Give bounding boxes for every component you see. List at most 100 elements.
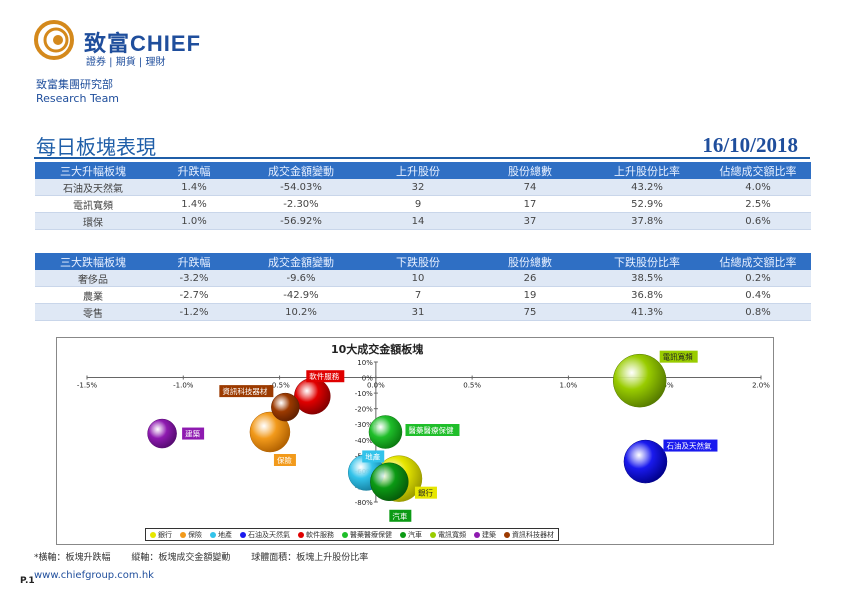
footnote-x-axis: *橫軸：板塊升跌幅 <box>34 553 111 563</box>
department-cn: 致富集團研究部 <box>36 78 113 91</box>
table-cell: 36.8% <box>589 286 705 304</box>
footnote: *橫軸：板塊升跌幅 縱軸：板塊成交金額變動 球體面積：板塊上升股份比率 <box>34 550 386 563</box>
data-label: 石油及天然氣 <box>666 441 711 451</box>
table-row: 奢侈品 -3.2% -9.6% 10 26 38.5% 0.2% <box>35 270 811 287</box>
website-link[interactable]: www.chiefgroup.com.hk <box>34 570 154 581</box>
department: 致富集團研究部 Research Team <box>36 78 119 106</box>
footnote-y-axis: 縱軸：板塊成交金額變動 <box>131 553 231 563</box>
table-cell: 1.0% <box>151 212 237 230</box>
legend-item: 建築 <box>474 530 496 540</box>
legend-item: 軟件服務 <box>298 530 334 540</box>
table-header: 成交金額變動 <box>237 253 365 270</box>
legend-item: 醫藥醫療保健 <box>342 530 392 540</box>
table-header: 下跌股份比率 <box>589 253 705 270</box>
top-losers-table: 三大跌幅板塊 升跌幅 成交金額變動 下跌股份 股份總數 下跌股份比率 佔總成交額… <box>35 253 811 321</box>
x-tick-label: -1.5% <box>77 382 98 390</box>
table-cell: 7 <box>365 286 471 304</box>
table-cell: 41.3% <box>589 303 705 321</box>
report-date: 16/10/2018 <box>702 133 798 157</box>
table-cell: 17 <box>471 195 589 213</box>
table-cell: 10 <box>365 270 471 287</box>
data-label-box <box>663 439 718 452</box>
table-header: 股份總數 <box>471 253 589 270</box>
data-label-box <box>219 385 274 398</box>
brand-tagline: 證券 | 期貨 | 理財 <box>86 57 166 68</box>
data-label: 軟件服務 <box>309 371 339 381</box>
data-label: 銀行 <box>418 488 433 498</box>
table-cell: 37.8% <box>589 212 705 230</box>
table-cell: 26 <box>471 270 589 287</box>
table-header: 成交金額變動 <box>237 162 365 179</box>
table-cell: -42.9% <box>237 286 365 304</box>
table-cell: 14 <box>365 212 471 230</box>
table-cell: 2.5% <box>705 195 811 213</box>
table-header-row: 三大升幅板塊 升跌幅 成交金額變動 上升股份 股份總數 上升股份比率 佔總成交額… <box>35 162 811 179</box>
table-header: 三大跌幅板塊 <box>35 253 151 270</box>
bubble-9 <box>147 418 177 449</box>
chart-plot: -1.5%-1.0%-0.5%0.0%0.5%1.0%1.5%2.0%10%0%… <box>77 350 770 522</box>
table-header: 佔總成交額比率 <box>705 162 811 179</box>
legend-label: 銀行 <box>158 530 172 539</box>
y-tick-label: -30% <box>355 421 373 429</box>
data-label-box <box>306 370 345 383</box>
legend-label: 電訊寬頻 <box>438 530 466 539</box>
data-label-box <box>182 427 205 440</box>
brand-name-cn: 致富 <box>84 31 131 56</box>
table-header: 下跌股份 <box>365 253 471 270</box>
data-label-box <box>273 454 296 466</box>
data-label: 電訊寬頻 <box>663 352 693 362</box>
table-header-row: 三大跌幅板塊 升跌幅 成交金額變動 下跌股份 股份總數 下跌股份比率 佔總成交額… <box>35 253 811 270</box>
table-header: 升跌幅 <box>151 253 237 270</box>
department-en: Research Team <box>36 92 120 105</box>
footnote-bubble: 球體面積：板塊上升股份比率 <box>251 553 369 563</box>
x-tick-label: 0.0% <box>367 382 385 390</box>
table-header: 佔總成交額比率 <box>705 253 811 270</box>
table-cell: 0.2% <box>705 270 811 287</box>
x-tick-label: 1.0% <box>560 382 578 390</box>
table-cell: 10.2% <box>237 303 365 321</box>
bubble-chart: 10大成交金額板塊 -1.5%-1.0%-0.5%0.0%0.5%1.0%1.5… <box>56 337 774 545</box>
data-label: 建築 <box>185 429 200 439</box>
table-cell: 農業 <box>35 286 151 304</box>
table-cell: 31 <box>365 303 471 321</box>
y-tick-label: -80% <box>355 499 373 507</box>
table-cell: 38.5% <box>589 270 705 287</box>
table-cell: 0.8% <box>705 303 811 321</box>
legend-label: 建築 <box>482 530 496 539</box>
bubble-2 <box>249 411 291 453</box>
bubble-4 <box>623 439 668 484</box>
table-header: 股份總數 <box>471 162 589 179</box>
table-cell: 52.9% <box>589 195 705 213</box>
legend-item: 銀行 <box>150 530 172 540</box>
y-tick-label: 0% <box>362 375 373 383</box>
table-cell: -3.2% <box>151 270 237 287</box>
table-cell: 奢侈品 <box>35 270 151 287</box>
bubble-6 <box>368 415 403 449</box>
table-header: 上升股份 <box>365 162 471 179</box>
legend-item: 資訊科技器材 <box>504 530 554 540</box>
page-number: P.1 <box>20 576 35 586</box>
legend-marker <box>400 531 406 538</box>
data-label-box <box>414 486 437 499</box>
table-cell: 電訊寬頻 <box>35 195 151 213</box>
y-tick-label: 10% <box>357 359 373 367</box>
table-cell: 1.4% <box>151 195 237 213</box>
bubble-5 <box>294 377 331 415</box>
table-row: 農業 -2.7% -42.9% 7 19 36.8% 0.4% <box>35 286 811 304</box>
table-header: 三大升幅板塊 <box>35 162 151 179</box>
brand-name: 致富CHIEF <box>84 26 201 58</box>
legend-marker <box>298 531 304 538</box>
table-row: 零售 -1.2% 10.2% 31 75 41.3% 0.8% <box>35 303 811 321</box>
table-cell: 0.4% <box>705 286 811 304</box>
chart-title: 10大成交金額板塊 <box>331 343 424 356</box>
x-tick-label: -0.5% <box>269 382 290 390</box>
legend-marker <box>240 531 246 538</box>
y-tick-label: -40% <box>355 437 373 445</box>
legend-marker <box>342 531 348 538</box>
data-label: 資訊科技器材 <box>222 386 267 396</box>
logo-icon <box>34 20 74 60</box>
table-cell: -2.30% <box>237 195 365 213</box>
legend-label: 保險 <box>188 530 202 539</box>
legend-label: 醫藥醫療保健 <box>350 530 392 539</box>
table-cell: -54.03% <box>237 179 365 196</box>
